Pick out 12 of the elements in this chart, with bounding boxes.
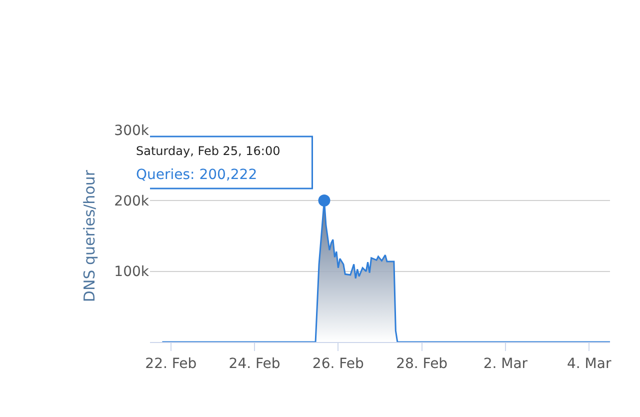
x-tick-label: 22. Feb — [145, 356, 197, 372]
x-tick-label: 4. Mar — [566, 356, 612, 372]
y-tick-label: 200k — [114, 194, 150, 210]
x-tick-label: 2. Mar — [483, 356, 528, 372]
y-tick-label: 100k — [114, 264, 150, 280]
x-tick-label: 28. Feb — [396, 356, 448, 372]
y-tick-label: 300k — [114, 122, 150, 139]
x-tick-label: 24. Feb — [228, 356, 280, 372]
annotation: Queries: 200,222 — [136, 167, 258, 183]
y-axis-title: DNS queries/hour — [80, 169, 98, 302]
x-tick-label: 26. Feb — [312, 356, 364, 372]
annotation: Saturday, Feb 25, 16:00 — [136, 144, 280, 158]
